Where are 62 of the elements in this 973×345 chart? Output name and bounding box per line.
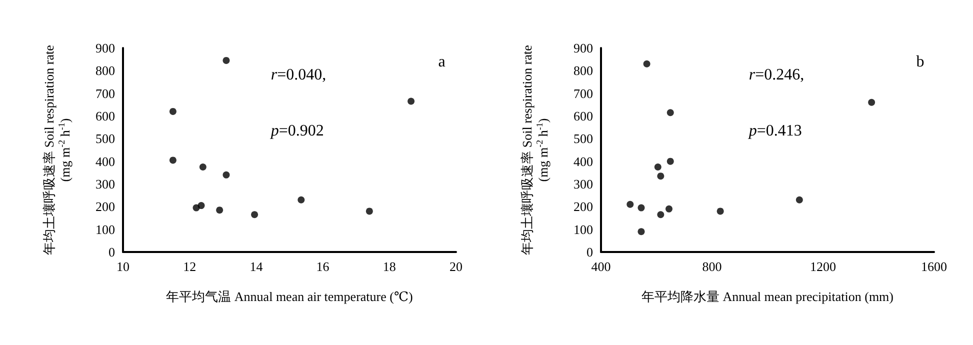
- y-tick-label: 800: [574, 63, 593, 78]
- point: [251, 211, 258, 218]
- annotation: p=0.902: [270, 122, 324, 140]
- y-tick-label: 400: [96, 154, 115, 169]
- point: [643, 60, 650, 68]
- point: [298, 196, 305, 204]
- annotation: r=0.040,: [270, 66, 326, 84]
- annotation: b: [916, 54, 924, 71]
- point: [666, 109, 674, 116]
- point: [169, 108, 176, 115]
- point: [638, 228, 645, 236]
- x-tick-label: 400: [591, 259, 611, 274]
- x-tick-label: 10: [116, 259, 130, 274]
- y-tick-label: 700: [574, 86, 593, 101]
- y-tick-label: 800: [96, 63, 115, 78]
- y-tick-label: 0: [586, 244, 593, 260]
- y-tick-label: 900: [96, 40, 115, 56]
- point: [366, 208, 373, 215]
- point: [169, 156, 176, 164]
- point: [666, 158, 674, 165]
- point: [665, 205, 672, 212]
- point: [868, 98, 876, 106]
- x-tick-label: 16: [316, 259, 330, 274]
- y-tick-label: 0: [108, 244, 115, 260]
- y-tick-label: 200: [574, 199, 593, 214]
- y-tick-label: 500: [574, 131, 593, 146]
- point: [716, 208, 724, 215]
- y-tick-label: 600: [96, 108, 115, 124]
- point: [657, 211, 664, 218]
- x-tick-label: 14: [250, 259, 264, 274]
- point: [216, 206, 224, 214]
- y-tick-label: 300: [96, 176, 115, 192]
- x-tick-label: 800: [702, 259, 722, 274]
- point: [654, 164, 662, 170]
- y-tick-label: 100: [574, 222, 593, 237]
- x-tick-label: 1200: [810, 259, 836, 274]
- annotation: p=0.413: [748, 122, 802, 140]
- y-tick-label: 500: [96, 131, 115, 146]
- annotation: r=0.246,: [748, 66, 804, 84]
- x-tick-label: 12: [183, 259, 196, 274]
- point: [198, 202, 205, 210]
- x-tick-label: 18: [382, 259, 396, 274]
- point: [638, 204, 645, 212]
- y-tick-label: 200: [96, 199, 115, 214]
- y-tick-label: 100: [96, 222, 115, 237]
- point: [408, 98, 415, 105]
- point: [626, 200, 634, 208]
- y-tick-label: 600: [574, 108, 593, 124]
- point: [657, 172, 664, 180]
- point: [796, 196, 803, 204]
- x-axis-title: 年平均气温 Annual mean air temperature (℃): [166, 289, 413, 304]
- point: [222, 56, 230, 64]
- annotation: a: [438, 54, 446, 71]
- y-tick-label: 700: [96, 86, 115, 101]
- point: [199, 164, 206, 170]
- y-tick-label: 300: [574, 176, 593, 192]
- x-tick-label: 1600: [921, 259, 947, 274]
- x-tick-label: 20: [450, 259, 462, 274]
- point: [222, 171, 230, 178]
- y-tick-label: 400: [574, 154, 593, 169]
- x-axis-title: 年平均降水量 Annual mean precipitation (mm): [641, 289, 894, 304]
- y-tick-label: 900: [574, 40, 593, 56]
